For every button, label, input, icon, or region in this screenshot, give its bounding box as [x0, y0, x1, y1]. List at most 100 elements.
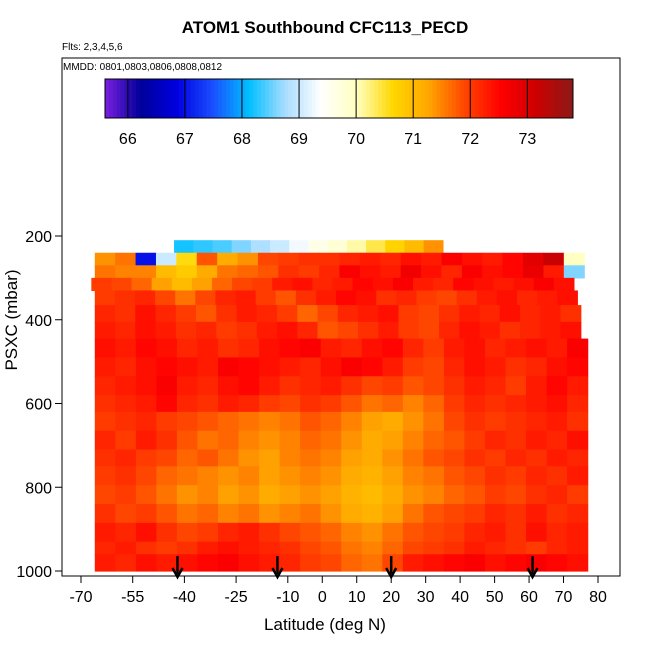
- heatmap-cell: [218, 504, 240, 524]
- heatmap-cell: [320, 357, 342, 377]
- heatmap-cell: [135, 522, 157, 543]
- heatmap-cell: [135, 265, 157, 279]
- heatmap-cell: [341, 357, 363, 377]
- colorbar-swatch: [272, 79, 278, 118]
- heatmap-cell: [300, 522, 322, 543]
- heatmap-cell: [402, 504, 424, 524]
- heatmap-cell: [341, 466, 363, 486]
- heatmap-cell: [413, 277, 434, 292]
- heatmap-cell: [238, 554, 260, 572]
- colorbar-swatch: [140, 79, 145, 118]
- heatmap-cell: [461, 252, 483, 266]
- heatmap-cell: [464, 554, 486, 572]
- heatmap-cell: [238, 411, 260, 432]
- heatmap-cell: [279, 522, 301, 543]
- heatmap-cell: [320, 430, 342, 451]
- colorbar-tick-label: 71: [404, 131, 422, 148]
- heatmap-cell: [526, 466, 548, 486]
- heatmap-cell: [257, 252, 279, 266]
- heatmap-cell: [526, 504, 548, 524]
- heatmap-cell: [197, 522, 219, 543]
- heatmap-cell: [546, 504, 568, 524]
- heatmap-cell: [218, 376, 240, 396]
- heatmap-cell: [300, 430, 322, 451]
- colorbar-swatch: [241, 79, 246, 118]
- colorbar-swatch: [444, 79, 449, 118]
- heatmap-cell: [341, 430, 363, 451]
- heatmap-cell: [567, 395, 589, 413]
- heatmap-cell: [155, 290, 176, 306]
- heatmap-cell: [256, 321, 278, 340]
- heatmap-cell: [238, 395, 260, 413]
- heatmap-cell: [211, 277, 233, 292]
- heatmap-cell: [238, 357, 260, 377]
- arrow-head: [526, 567, 539, 580]
- heatmap-cell: [443, 522, 466, 543]
- colorbar-swatch: [569, 79, 574, 118]
- y-tick-label: 1000: [16, 564, 52, 581]
- heatmap-cell: [526, 522, 548, 543]
- colorbar-swatch: [155, 79, 161, 118]
- colorbar-swatch: [159, 79, 164, 118]
- heatmap-cell: [464, 449, 486, 467]
- heatmap-cell: [382, 357, 404, 377]
- plot-frame: [61, 57, 621, 577]
- heatmap-cell: [115, 357, 137, 377]
- heatmap-cell: [341, 376, 363, 396]
- heatmap-cell: [402, 376, 424, 396]
- heatmap-cell: [218, 554, 240, 572]
- heatmap-cell: [300, 485, 322, 505]
- heatmap-cell: [212, 240, 233, 254]
- heatmap-cell: [156, 466, 178, 486]
- heatmap-cell: [526, 357, 548, 377]
- colorbar-swatch: [222, 79, 227, 118]
- heatmap-cell: [320, 449, 342, 467]
- colorbar-swatch: [506, 79, 512, 118]
- heatmap-cell: [423, 504, 445, 524]
- heatmap-cell: [259, 357, 281, 377]
- heatmap-cell: [341, 395, 363, 413]
- heatmap-cell: [526, 338, 548, 359]
- heatmap-cell: [218, 449, 240, 467]
- heatmap-cell: [505, 338, 527, 359]
- heatmap-cell: [156, 376, 178, 396]
- heatmap-cell: [423, 240, 444, 254]
- colorbar-swatch: [549, 79, 554, 118]
- colorbar-swatch: [370, 79, 375, 118]
- heatmap-cell: [135, 485, 157, 505]
- heatmap-cell: [341, 504, 363, 524]
- colorbar-swatch: [498, 79, 504, 118]
- heatmap-cell: [259, 466, 281, 486]
- heatmap-cell: [176, 430, 199, 451]
- heatmap-cell: [315, 290, 337, 306]
- heatmap-cell: [312, 277, 334, 292]
- colorbar-swatch: [522, 79, 527, 118]
- heatmap-cell: [94, 290, 116, 306]
- arrow-head: [171, 567, 184, 580]
- heatmap-cell: [382, 466, 404, 486]
- x-tick-label: -40: [173, 589, 196, 606]
- colorbar-swatch: [432, 79, 437, 118]
- heatmap-cell: [567, 485, 589, 505]
- heatmap-cell: [423, 449, 445, 467]
- colorbar-swatch: [428, 79, 434, 118]
- heatmap-cell: [537, 290, 558, 306]
- heatmap-cell: [402, 395, 424, 413]
- x-tick-label: 10: [348, 589, 366, 606]
- heatmap-cell: [560, 305, 582, 323]
- heatmap-cell: [505, 376, 527, 396]
- heatmap-cell: [218, 411, 240, 432]
- colorbar-swatch: [456, 79, 461, 118]
- y-tick-label: 600: [25, 397, 52, 414]
- heatmap-cell: [382, 338, 404, 359]
- heatmap-cell: [546, 466, 568, 486]
- colorbar-swatch: [335, 79, 340, 118]
- heatmap-cell: [115, 321, 136, 340]
- heatmap-cell: [94, 554, 116, 572]
- colorbar-swatch: [253, 79, 258, 118]
- heatmap-cell: [567, 376, 589, 396]
- x-tick-label: 30: [417, 589, 435, 606]
- heatmap-cell: [543, 265, 565, 279]
- heatmap-cell: [115, 541, 137, 555]
- colorbar-swatch: [276, 79, 281, 118]
